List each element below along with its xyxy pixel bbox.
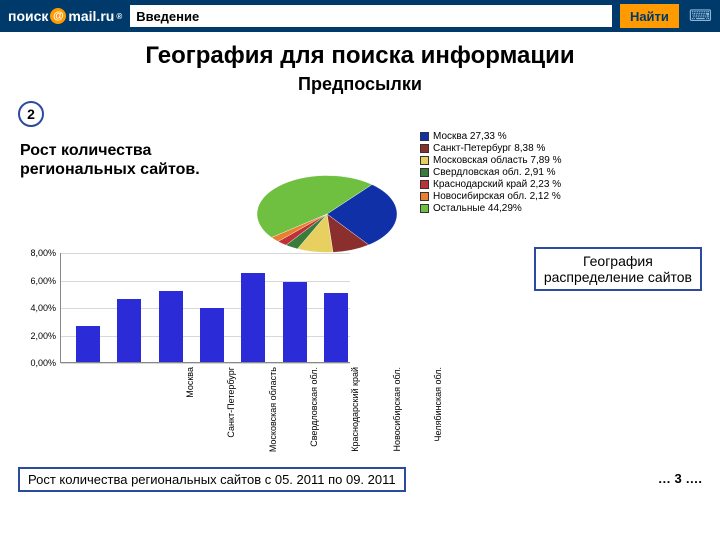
y-tick: 8,00% [30, 248, 56, 258]
bar [283, 282, 307, 362]
y-tick: 6,00% [30, 276, 56, 286]
bar [200, 308, 224, 362]
logo-text-1: поиск [8, 8, 48, 24]
legend-label: Московская область 7,89 % [433, 155, 562, 166]
legend-label: Свердловская обл. 2,91 % [433, 167, 556, 178]
x-label: Челябинская обл. [433, 367, 443, 457]
pie-chart [234, 131, 414, 251]
legend-swatch [420, 192, 429, 201]
bar-y-axis: 0,00%2,00%4,00%6,00%8,00% [18, 253, 58, 363]
legend-item: Новосибирская обл. 2,12 % [420, 191, 562, 202]
legend-item: Краснодарский край 2,23 % [420, 179, 562, 190]
geo-box: География распределение сайтов [534, 247, 702, 291]
bar [324, 293, 348, 362]
logo-text-2: mail.ru [68, 8, 114, 24]
legend-swatch [420, 144, 429, 153]
x-label: Санкт-Петербург [226, 367, 236, 457]
at-icon: @ [50, 8, 66, 24]
top-search-bar: поиск @ mail.ru® Введение Найти ⌨ [0, 0, 720, 32]
logo: поиск @ mail.ru® [8, 8, 122, 24]
legend-label: Москва 27,33 % [433, 131, 507, 142]
legend-item: Московская область 7,89 % [420, 155, 562, 166]
caption-box: Рост количества региональных сайтов с 05… [18, 467, 406, 492]
bar [117, 299, 141, 362]
pie-legend: Москва 27,33 %Санкт-Петербург 8,38 %Моск… [420, 131, 562, 215]
search-value: Введение [136, 9, 199, 24]
row-bar: География распределение сайтов 0,00% 2,00… [0, 253, 720, 492]
x-label: Новосибирская обл. [392, 367, 402, 457]
bar [76, 326, 100, 362]
search-input[interactable]: Введение [130, 5, 612, 27]
legend-swatch [420, 168, 429, 177]
x-label: Свердловская обл. [309, 367, 319, 457]
legend-item: Свердловская обл. 2,91 % [420, 167, 562, 178]
pager: … 3 …. [658, 471, 702, 486]
legend-label: Остальные 44,29% [433, 203, 522, 214]
y-tick: 4,00% [30, 303, 56, 313]
legend-label: Краснодарский край 2,23 % [433, 179, 561, 190]
page-subtitle: Предпосылки [0, 74, 720, 95]
legend-swatch [420, 132, 429, 141]
legend-swatch [420, 204, 429, 213]
legend-swatch [420, 156, 429, 165]
row1-text: Рост количества региональных сайтов. [20, 141, 230, 179]
legend-label: Санкт-Петербург 8,38 % [433, 143, 545, 154]
y-tick: 2,00% [30, 331, 56, 341]
keyboard-icon[interactable]: ⌨ [689, 6, 712, 26]
legend-label: Новосибирская обл. 2,12 % [433, 191, 561, 202]
y-tick: 0,00% [30, 358, 56, 368]
legend-item: Остальные 44,29% [420, 203, 562, 214]
step-badge: 2 [18, 101, 44, 127]
row-pie: Рост количества региональных сайтов. Мос… [0, 131, 720, 251]
bar-plot [60, 253, 350, 363]
bar [241, 273, 265, 362]
pie-svg [252, 173, 402, 256]
x-label: Москва [185, 367, 195, 457]
geo-box-l1: География [544, 253, 692, 269]
legend-swatch [420, 180, 429, 189]
bar-chart: 0,00%2,00%4,00%6,00%8,00% МоскваСанкт-Пе… [18, 253, 358, 411]
bar [159, 291, 183, 363]
search-button[interactable]: Найти [620, 4, 679, 28]
page-title: География для поиска информации [0, 42, 720, 70]
geo-box-l2: распределение сайтов [544, 269, 692, 285]
legend-item: Санкт-Петербург 8,38 % [420, 143, 562, 154]
x-label: Московская область [268, 367, 278, 457]
x-label: Краснодарский край [350, 367, 360, 457]
legend-item: Москва 27,33 % [420, 131, 562, 142]
